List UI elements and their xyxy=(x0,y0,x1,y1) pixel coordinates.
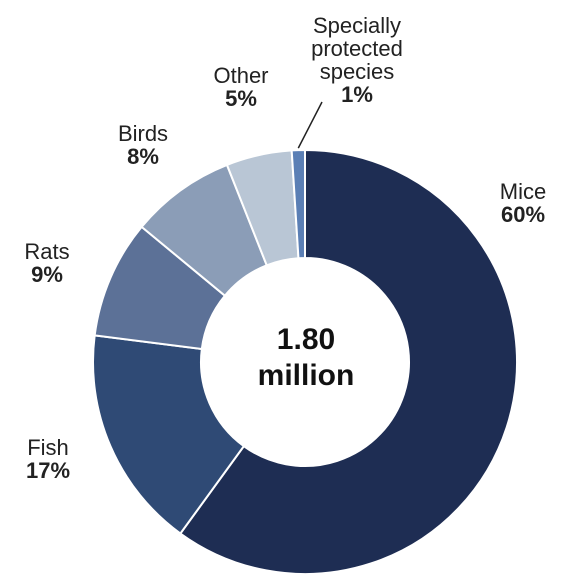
slice-percent: 9% xyxy=(31,262,63,288)
slice-label-mice: Mice 60% xyxy=(478,180,568,226)
slice-label-fish: Fish 17% xyxy=(8,436,88,482)
slice-percent: 8% xyxy=(127,144,159,170)
donut-slice-specially-protected-species xyxy=(290,148,306,260)
slice-name: Rats xyxy=(24,239,70,264)
slice-percent: 5% xyxy=(225,86,257,112)
slice-name-line: Specially xyxy=(312,13,402,38)
slice-label-specially-protected-species: Specially protected species 1% xyxy=(292,14,422,106)
slice-name-line: species xyxy=(319,59,395,85)
leader-line xyxy=(297,101,323,149)
slice-name: Mice xyxy=(499,179,547,204)
slice-label-other: Other 5% xyxy=(198,64,284,110)
slice-percent: 60% xyxy=(500,202,546,228)
center-total-unit: million xyxy=(257,359,355,392)
center-total-value: 1.80 xyxy=(276,323,336,356)
slice-name: Fish xyxy=(27,435,69,460)
slice-percent: 17% xyxy=(25,458,71,484)
donut-slice-mice xyxy=(178,148,518,575)
slice-label-rats: Rats 9% xyxy=(10,240,84,286)
slice-name: Birds xyxy=(117,121,169,146)
slice-name: Other xyxy=(213,63,269,88)
donut-slice-fish xyxy=(92,334,246,535)
slice-percent: 1% xyxy=(341,82,373,108)
slice-label-birds: Birds 8% xyxy=(102,122,184,168)
center-total-label: 1.80 million xyxy=(206,322,406,394)
slice-name-line: protected xyxy=(311,36,403,62)
